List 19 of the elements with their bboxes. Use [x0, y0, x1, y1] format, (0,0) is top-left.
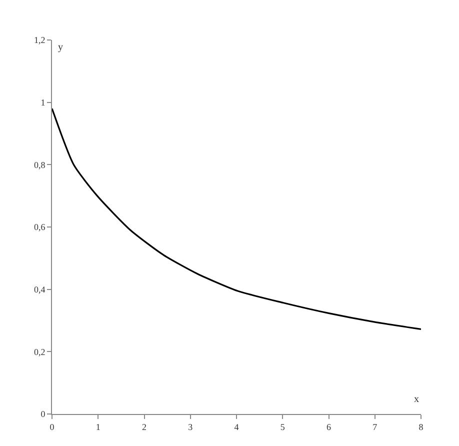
x-tick-label: 2 — [142, 422, 146, 432]
x-tick-label: 1 — [96, 422, 100, 432]
y-tick-label: 0,6 — [34, 222, 46, 232]
x-tick-label: 4 — [234, 422, 240, 432]
y-axis-title: y — [58, 42, 63, 53]
y-tick-label: 0,8 — [34, 160, 46, 170]
x-tick-label: 0 — [50, 422, 55, 432]
x-tick-label: 6 — [326, 422, 332, 432]
y-tick-label: 0 — [40, 409, 46, 420]
y-tick-label: 1 — [40, 97, 46, 108]
x-tick-label: 5 — [280, 422, 286, 432]
y-tick-label: 0,4 — [34, 284, 46, 294]
y-tick-label: 0,2 — [34, 346, 46, 357]
x-tick-label: 3 — [188, 422, 194, 432]
x-axis-title: x — [414, 394, 419, 405]
y-tick-label: 1,2 — [34, 35, 46, 46]
x-tick-label: 7 — [372, 422, 378, 432]
line-series — [52, 108, 421, 330]
x-tick-label: 8 — [418, 422, 424, 432]
